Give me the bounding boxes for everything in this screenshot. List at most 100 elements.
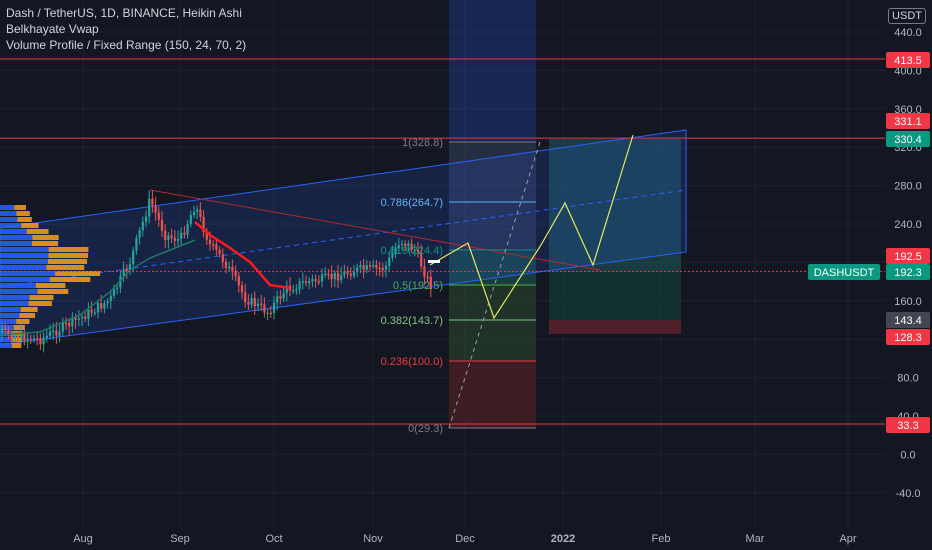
volume-bar-down	[55, 271, 101, 276]
time-tick-label: Mar	[746, 533, 765, 545]
candle-body	[388, 257, 391, 266]
currency-button[interactable]: USDT	[888, 8, 926, 24]
long-mid-zone	[549, 272, 681, 320]
volume-bar-up	[0, 301, 29, 306]
fib-level-label: 0.236(100.0)	[381, 356, 443, 368]
volume-bar-down	[26, 229, 49, 234]
fib-zone-mid	[449, 252, 536, 285]
candle-body	[42, 337, 45, 345]
candle-body	[148, 198, 151, 217]
volume-bar-down	[28, 301, 52, 306]
candle-body	[45, 335, 48, 338]
candle-body	[164, 230, 167, 240]
candle-body	[237, 276, 240, 286]
candle-body	[68, 322, 71, 327]
volume-bar-up	[0, 229, 27, 234]
vwap-line	[194, 221, 291, 290]
candle-body	[231, 266, 234, 272]
time-tick-label: Dec	[455, 533, 475, 545]
target-zone-top	[449, 0, 536, 142]
time-tick-label: Apr	[839, 533, 856, 545]
volume-bar-down	[48, 253, 89, 258]
candle-body	[250, 297, 253, 305]
candle-body	[311, 278, 314, 281]
candle-body	[330, 274, 333, 280]
price-tag	[886, 131, 930, 147]
price-tick-label: 160.0	[894, 296, 922, 308]
candle-body	[221, 254, 224, 262]
candle-body	[253, 297, 256, 307]
volume-bar-up	[0, 271, 56, 276]
projected-price-path	[429, 134, 634, 320]
candle-body	[336, 273, 340, 281]
candle-body	[279, 296, 282, 299]
candle-body	[128, 264, 132, 271]
candle-body	[160, 219, 164, 231]
candle-body	[39, 338, 42, 345]
candle-body	[314, 278, 317, 281]
volume-bar-down	[47, 259, 88, 264]
price-tag-label: 192.5	[894, 251, 922, 263]
volume-bar-down	[48, 247, 89, 252]
candle-body	[77, 318, 80, 320]
volume-bar-up	[0, 289, 38, 294]
price-tag	[886, 312, 930, 328]
price-tick-label: 400.0	[894, 65, 922, 77]
price-tag-label: 128.3	[894, 332, 922, 344]
candle-body	[180, 232, 183, 239]
candle-body	[125, 269, 128, 271]
candle-body	[381, 267, 384, 270]
indicator-vwap[interactable]: Belkhayate Vwap	[6, 22, 99, 36]
candle-body	[394, 248, 397, 254]
price-tag	[886, 264, 930, 280]
candle-body	[298, 281, 301, 290]
fib-level-label: 0.786(264.7)	[381, 197, 443, 209]
candle-body	[55, 330, 58, 336]
candle-body	[167, 235, 170, 240]
candle-body	[176, 238, 180, 241]
volume-bar-up	[0, 343, 12, 348]
price-tag-label: 143.4	[894, 315, 922, 327]
price-marker	[428, 260, 440, 263]
volume-bar-down	[37, 289, 69, 294]
price-tag	[886, 248, 930, 264]
candle-body	[183, 232, 186, 235]
candle-body	[122, 269, 125, 277]
price-tick-label: 0.0	[900, 449, 915, 461]
volume-bar-up	[0, 313, 20, 318]
candle-body	[372, 264, 375, 267]
candle-body	[173, 237, 176, 241]
candle-body	[4, 328, 7, 331]
time-axis[interactable]: Aug Sep Oct Nov Dec 2022 Feb Mar Apr	[0, 527, 932, 550]
indicator-volume-profile[interactable]: Volume Profile / Fixed Range (150, 24, 7…	[6, 38, 247, 52]
fib-zones	[449, 0, 681, 428]
candle-body	[151, 198, 154, 206]
candle-body	[352, 272, 356, 276]
volume-bar-up	[0, 235, 33, 240]
volume-bar-up	[0, 241, 32, 246]
volume-bar-down	[13, 325, 25, 330]
candle-body	[7, 329, 10, 336]
fib-zone-bottom	[449, 361, 536, 428]
candle-body	[400, 243, 404, 246]
symbol-title[interactable]: Dash / TetherUS, 1D, BINANCE, Heikin Ash…	[6, 6, 242, 20]
volume-bar-down	[14, 205, 26, 210]
fib-level-label: 1(328.8)	[402, 137, 443, 149]
candle-body	[0, 328, 4, 332]
volume-bar-up	[0, 295, 30, 300]
volume-bar-up	[0, 247, 49, 252]
candle-body	[87, 309, 90, 319]
candle-body	[356, 267, 359, 273]
price-tag-label: 413.5	[894, 55, 922, 67]
volume-bar-down	[20, 307, 38, 312]
candle-body	[320, 274, 324, 282]
candle-body	[90, 309, 93, 313]
candle-body	[272, 302, 276, 313]
fib-level-label: 0(29.3)	[408, 423, 443, 435]
candle-body	[141, 221, 144, 231]
candle-body	[71, 317, 74, 327]
candle-body	[234, 271, 237, 277]
candle-body	[96, 303, 100, 313]
candle-body	[276, 296, 279, 303]
